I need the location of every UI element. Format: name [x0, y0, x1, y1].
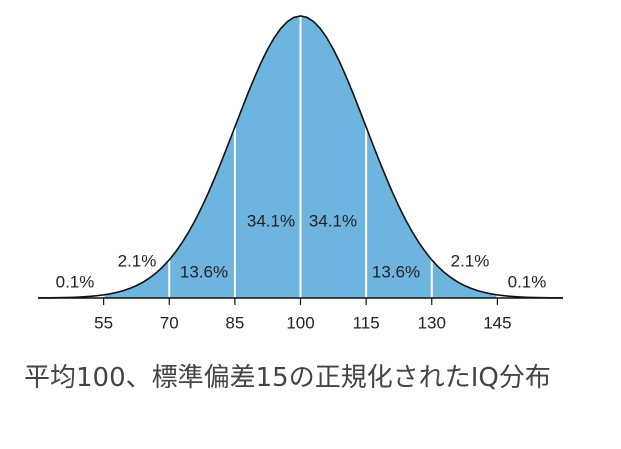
percent-label: 0.1%	[56, 272, 95, 291]
x-tick-label: 55	[94, 313, 113, 332]
x-tick-label: 130	[418, 313, 446, 332]
x-tick-label: 145	[483, 313, 511, 332]
x-tick-label: 85	[225, 313, 244, 332]
percent-label: 13.6%	[372, 262, 420, 281]
caption: 平均100、標準偏差15の正規化されたIQ分布	[24, 363, 551, 393]
chart: 55 70 85 100 115 130 145 0.1% 2.1% 13.6% 34.1% 34.1…	[37, 15, 564, 332]
percent-label: 34.1%	[247, 211, 295, 230]
percent-label: 34.1%	[309, 211, 357, 230]
x-tick-label: 70	[160, 313, 179, 332]
percent-label: 2.1%	[451, 251, 490, 270]
x-tick-label: 115	[353, 313, 380, 332]
region	[300, 16, 367, 298]
region	[431, 259, 498, 298]
curve	[37, 15, 564, 299]
x-tick-label: 100	[286, 313, 314, 332]
percent-label: 2.1%	[118, 251, 157, 270]
region	[103, 259, 170, 298]
percent-label: 0.1%	[508, 272, 547, 291]
percent-label: 13.6%	[180, 262, 228, 281]
region	[234, 16, 301, 298]
